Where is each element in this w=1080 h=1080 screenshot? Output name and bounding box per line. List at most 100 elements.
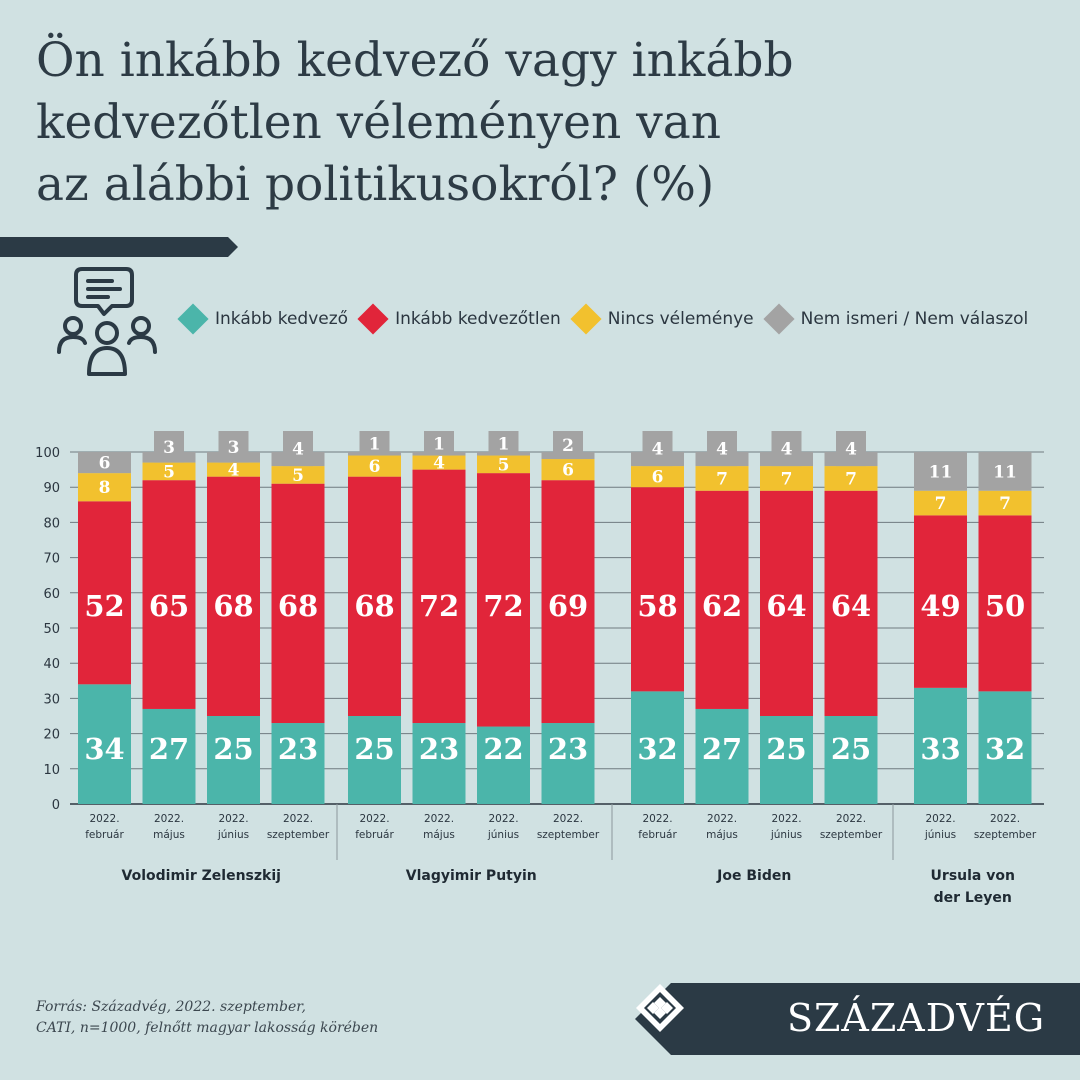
group-label-line: Ursula von [931, 868, 1015, 884]
data-label-unknown: 6 [99, 454, 111, 474]
x-tick-label-month: február [85, 829, 124, 841]
y-tick-label: 100 [35, 446, 60, 461]
data-label-box-unknown [836, 431, 866, 467]
bar-segment [78, 473, 131, 502]
x-tick-label-month: június [924, 829, 956, 841]
x-tick-label-month: június [217, 829, 249, 841]
brand-banner: SZÁZADVÉG [635, 983, 1080, 1055]
group-label: Ursula von der Leyen [931, 868, 1015, 906]
data-label-box-unknown [488, 431, 519, 456]
bar-segment [695, 466, 749, 491]
y-tick-label: 30 [43, 692, 60, 707]
data-label-unfavorable: 68 [213, 589, 253, 623]
data-label-unknown: 2 [562, 436, 574, 456]
x-tick-label-month: május [706, 829, 738, 841]
data-label-box-unknown [424, 431, 454, 456]
x-tick-label-year: 2022. [359, 813, 389, 825]
bar-segment [142, 480, 196, 709]
legend-item-favorable: Inkább kedvező [176, 303, 349, 335]
data-label-box-unknown [283, 431, 313, 467]
data-label-no-opinion: 5 [163, 462, 175, 482]
data-label-unfavorable: 52 [84, 589, 124, 623]
x-tick-label-year: 2022. [925, 813, 955, 825]
x-tick-label-month: szeptember [267, 829, 330, 841]
x-tick-label-year: 2022. [283, 813, 313, 825]
x-tick-label-month: szeptember [820, 829, 883, 841]
legend-label-favorable: Inkább kedvező [215, 309, 349, 329]
data-label-favorable: 23 [278, 732, 318, 766]
bar-segment [631, 466, 684, 488]
data-label-unknown: 4 [292, 440, 304, 460]
data-label-unknown: 4 [845, 440, 857, 460]
data-label-box-unknown [359, 431, 390, 456]
data-label-no-opinion: 7 [845, 469, 857, 489]
data-label-unknown: 1 [433, 434, 445, 454]
data-label-favorable: 25 [354, 732, 394, 766]
bar-segment [541, 723, 595, 804]
data-label-no-opinion: 6 [562, 461, 574, 481]
bar-segment [271, 723, 325, 804]
legend-item-no-opinion: Nincs véleménye [569, 303, 754, 335]
bar-segment [978, 691, 1032, 804]
data-label-box-unknown [642, 431, 673, 467]
legend-marker-favorable [177, 303, 209, 335]
bar-segment [914, 687, 967, 804]
bar-segment [914, 452, 967, 491]
data-label-unfavorable: 62 [702, 589, 742, 623]
bar-segment [207, 716, 260, 804]
group-label-line: der Leyen [934, 890, 1012, 906]
x-tick-label-month: június [487, 829, 519, 841]
data-label-favorable: 27 [149, 732, 189, 766]
data-label-unfavorable: 58 [637, 589, 677, 623]
legend-marker-unfavorable [357, 303, 389, 335]
title-underline-bar [0, 237, 238, 257]
data-label-unfavorable: 69 [548, 589, 588, 623]
data-label-box-unknown [771, 431, 802, 467]
legend-item-unknown: Nem ismeri / Nem válaszol [762, 303, 1029, 335]
x-tick-label-month: szeptember [974, 829, 1037, 841]
data-label-favorable: 25 [831, 732, 871, 766]
brand-name: SZÁZADVÉG [787, 996, 1046, 1040]
x-tick-label-month: február [355, 829, 394, 841]
bar-segment [760, 716, 813, 804]
bar-segment [695, 490, 749, 709]
legend-label-no-opinion: Nincs véleménye [607, 309, 754, 329]
bar-segment [978, 490, 1032, 516]
data-label-unknown: 3 [163, 438, 175, 458]
bar-segment [541, 459, 595, 481]
bar-segment [824, 490, 878, 716]
data-label-no-opinion: 7 [716, 469, 728, 489]
data-label-unfavorable: 68 [278, 589, 318, 623]
y-tick-label: 60 [43, 587, 60, 602]
y-tick-label: 40 [43, 657, 60, 672]
data-label-unfavorable: 49 [920, 589, 960, 623]
bar-segment [824, 716, 878, 804]
y-tick-label: 0 [52, 798, 60, 813]
data-label-favorable: 33 [920, 732, 960, 766]
bar-segment [142, 462, 196, 481]
data-label-no-opinion: 7 [781, 469, 793, 489]
data-label-unfavorable: 65 [149, 589, 189, 623]
x-tick-label-year: 2022. [553, 813, 583, 825]
bar-segment [78, 684, 131, 804]
bar-segment [412, 469, 466, 724]
x-tick-label-year: 2022. [89, 813, 119, 825]
bar-segment [477, 473, 530, 727]
bar-segment [207, 462, 260, 477]
legend-label-unknown: Nem ismeri / Nem válaszol [800, 309, 1029, 329]
x-tick-label-year: 2022. [488, 813, 518, 825]
data-label-unfavorable: 64 [831, 589, 871, 623]
data-label-unfavorable: 72 [483, 589, 523, 623]
source-line-1: Forrás: Századvég, 2022. szeptember, [36, 999, 306, 1015]
legend-marker-unknown [763, 303, 795, 335]
data-label-favorable: 32 [985, 732, 1025, 766]
brand-banner-shape [635, 983, 1080, 1055]
bar-segment [477, 726, 530, 804]
bar-segment [824, 466, 878, 491]
x-tick-label-month: szeptember [537, 829, 600, 841]
people-discussion-icon [57, 267, 157, 376]
bar-segment [78, 501, 131, 685]
title-line-2: kedvezőtlen véleményen van [36, 95, 722, 150]
data-label-no-opinion: 6 [369, 457, 381, 477]
data-label-unknown: 3 [228, 438, 240, 458]
